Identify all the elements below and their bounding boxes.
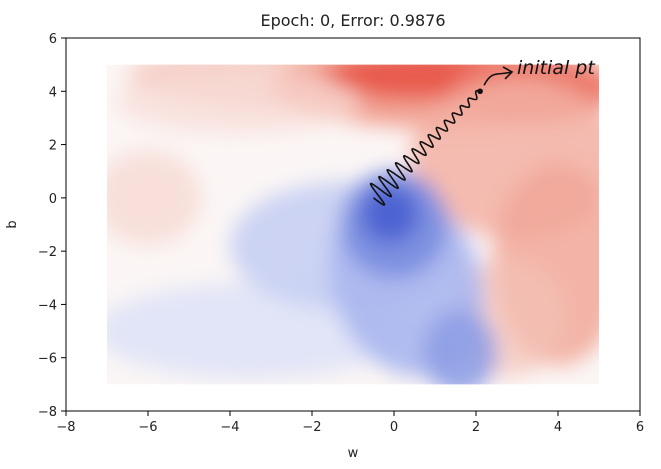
initial-point-marker — [477, 88, 483, 95]
y-tick-label: −8 — [38, 405, 57, 420]
x-tick-label: −8 — [56, 420, 75, 435]
x-tick-label: −4 — [220, 420, 239, 435]
surface-blob — [422, 309, 497, 385]
y-tick-label: 2 — [49, 139, 57, 154]
x-tick-label: 0 — [390, 420, 398, 435]
ticks-layer: −8 −6 −4 −2 0 2 4 6 −8 −6 −4 −2 0 2 4 6 — [38, 32, 644, 435]
annotation-initial-point: initial pt — [517, 57, 596, 79]
annotation-arrowhead — [502, 66, 514, 80]
y-tick-label: −6 — [38, 352, 57, 367]
plot-frame — [65, 37, 641, 412]
y-axis-label: b — [5, 220, 20, 228]
gradient-descent-trajectory — [369, 89, 481, 206]
annotation-arrow — [483, 71, 512, 86]
surface-blob — [115, 69, 362, 134]
contour-surface — [107, 64, 599, 385]
y-tick-label: 4 — [49, 85, 57, 100]
y-tick-label: 0 — [49, 192, 57, 207]
x-axis-label: w — [348, 446, 359, 461]
x-tick-label: 2 — [472, 420, 480, 435]
chart-title: Epoch: 0, Error: 0.9876 — [261, 11, 446, 30]
x-tick-label: 6 — [636, 420, 644, 435]
surface-blob — [107, 149, 202, 246]
x-tick-label: 4 — [554, 420, 562, 435]
x-tick-label: −2 — [302, 420, 321, 435]
trajectory-layer — [369, 66, 514, 206]
y-tick-label: 6 — [49, 32, 57, 47]
surface-blobs — [107, 64, 599, 385]
y-tick-label: −2 — [38, 245, 57, 260]
y-tick-label: −4 — [38, 298, 57, 313]
x-tick-label: −6 — [138, 420, 157, 435]
